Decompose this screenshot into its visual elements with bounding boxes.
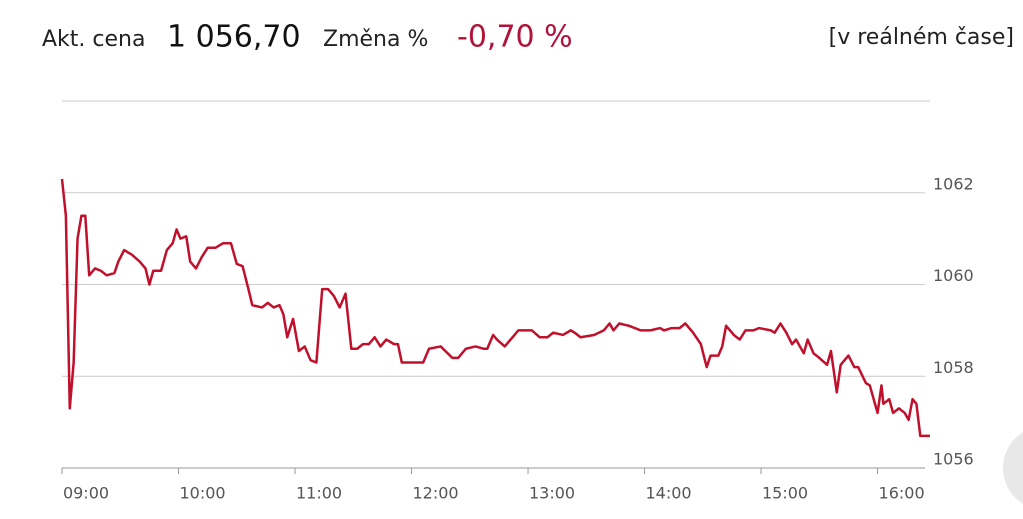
price-label: Akt. cena	[42, 27, 145, 52]
x-tick-label: 14:00	[645, 484, 691, 503]
x-tick-label: 15:00	[762, 484, 808, 503]
x-tick-label: 11:00	[296, 484, 342, 503]
y-tick-label: 1060	[933, 266, 974, 285]
x-tick-label: 13:00	[529, 484, 575, 503]
change-label: Změna %	[323, 27, 428, 52]
scroll-button[interactable]	[1003, 426, 1023, 510]
change: -0,70 %	[457, 20, 573, 55]
price: 1 056,70	[167, 20, 301, 55]
x-tick-label: 12:00	[412, 484, 458, 503]
x-tick-label: 16:00	[879, 484, 925, 503]
x-tick-label: 09:00	[63, 484, 109, 503]
y-tick-label: 1058	[933, 358, 974, 377]
y-tick-label: 1056	[933, 450, 974, 469]
price-line	[60, 178, 930, 438]
realtime-note: [v reálném čase]	[829, 25, 1014, 50]
x-tick-label: 10:00	[179, 484, 225, 503]
y-tick-label: 1062	[933, 174, 974, 193]
